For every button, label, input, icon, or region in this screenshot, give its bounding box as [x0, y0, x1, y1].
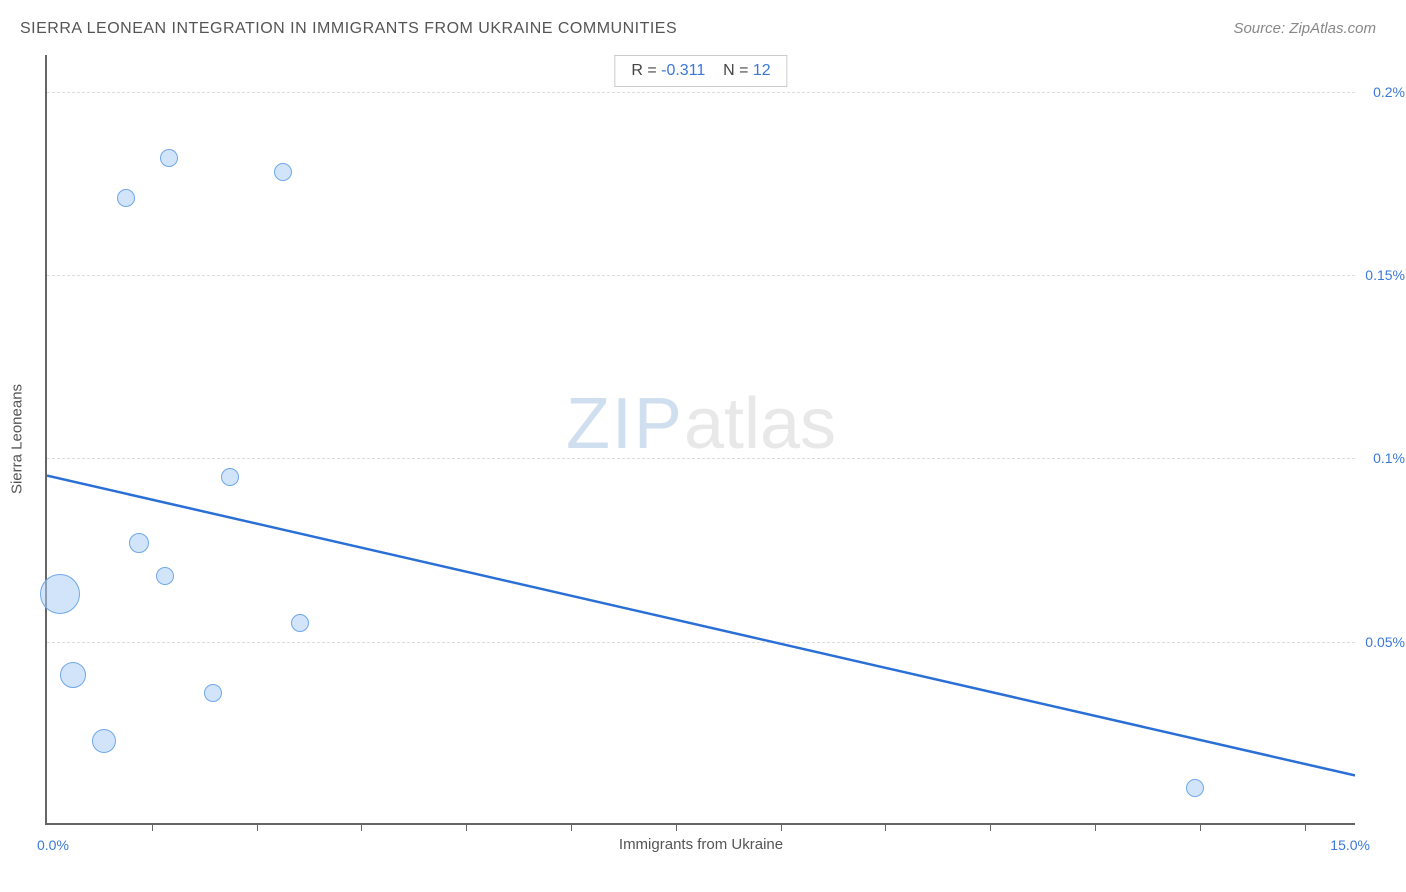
x-tick [885, 823, 886, 831]
data-point [274, 163, 292, 181]
trend-line [47, 55, 1355, 823]
n-label: N = [723, 62, 748, 79]
x-max-label: 15.0% [1330, 837, 1370, 853]
data-point [60, 662, 86, 688]
x-tick [990, 823, 991, 831]
x-tick [676, 823, 677, 831]
source-label: Source: ZipAtlas.com [1233, 20, 1376, 37]
data-point [40, 574, 80, 614]
x-tick [571, 823, 572, 831]
data-point [160, 149, 178, 167]
data-point [204, 684, 222, 702]
x-tick [361, 823, 362, 831]
data-point [156, 567, 174, 585]
y-tick-label: 0.1% [1373, 450, 1405, 466]
n-value: 12 [753, 62, 771, 79]
y-tick-label: 0.15% [1365, 267, 1405, 283]
r-value: -0.311 [661, 62, 705, 79]
x-tick [257, 823, 258, 831]
plot-area: ZIPatlas 0.05%0.1%0.15%0.2% R = -0.311 N… [45, 55, 1355, 825]
data-point [129, 533, 149, 553]
data-point [92, 729, 116, 753]
y-axis-label: Sierra Leoneans [9, 384, 26, 494]
x-tick [152, 823, 153, 831]
x-tick [466, 823, 467, 831]
data-point [221, 468, 239, 486]
x-tick [1095, 823, 1096, 831]
y-tick-label: 0.2% [1373, 84, 1405, 100]
stats-box: R = -0.311 N = 12 [614, 55, 787, 87]
gridline [47, 642, 1355, 643]
data-point [1186, 779, 1204, 797]
gridline [47, 92, 1355, 93]
data-point [291, 614, 309, 632]
x-tick [781, 823, 782, 831]
gridline [47, 275, 1355, 276]
x-tick [1200, 823, 1201, 831]
data-point [117, 189, 135, 207]
x-axis-label: Immigrants from Ukraine [619, 836, 783, 853]
watermark-zip: ZIP [566, 384, 684, 464]
y-tick-label: 0.05% [1365, 634, 1405, 650]
watermark-atlas: atlas [684, 384, 836, 464]
r-label: R = [631, 62, 656, 79]
chart-title: SIERRA LEONEAN INTEGRATION IN IMMIGRANTS… [20, 20, 677, 38]
gridline [47, 458, 1355, 459]
watermark: ZIPatlas [566, 383, 836, 465]
x-min-label: 0.0% [37, 837, 69, 853]
x-tick [1305, 823, 1306, 831]
